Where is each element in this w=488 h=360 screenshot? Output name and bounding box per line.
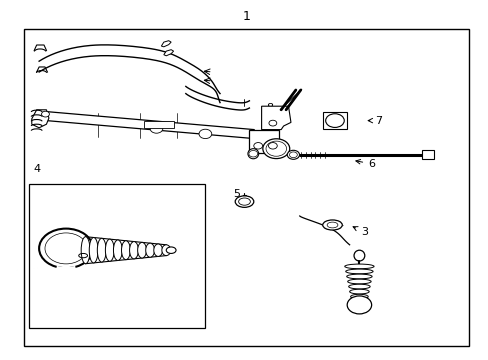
Circle shape (268, 143, 277, 149)
Ellipse shape (265, 141, 286, 156)
Ellipse shape (325, 114, 344, 127)
Ellipse shape (89, 238, 98, 263)
Ellipse shape (263, 139, 289, 159)
Ellipse shape (247, 149, 258, 159)
Circle shape (248, 150, 257, 157)
Text: 7: 7 (367, 116, 382, 126)
Ellipse shape (153, 244, 162, 256)
Circle shape (346, 296, 371, 314)
Text: 6: 6 (355, 159, 374, 169)
Bar (24, 29, 468, 346)
Circle shape (253, 143, 262, 149)
Ellipse shape (346, 274, 371, 279)
Polygon shape (322, 112, 346, 129)
Ellipse shape (145, 243, 154, 257)
Text: 8: 8 (266, 103, 273, 113)
Circle shape (199, 129, 211, 139)
Text: 3: 3 (352, 227, 367, 237)
Text: 1: 1 (243, 10, 250, 23)
Circle shape (268, 120, 276, 126)
Ellipse shape (166, 247, 176, 253)
Bar (249, 130, 278, 153)
Text: 4: 4 (33, 164, 40, 174)
Ellipse shape (129, 242, 138, 259)
Circle shape (289, 152, 297, 158)
Ellipse shape (113, 240, 122, 261)
Polygon shape (261, 106, 290, 130)
Circle shape (41, 111, 49, 117)
Ellipse shape (344, 264, 373, 269)
Bar (144, 121, 173, 128)
Ellipse shape (348, 284, 369, 289)
Ellipse shape (349, 289, 368, 294)
Bar (421, 150, 433, 159)
Ellipse shape (121, 241, 130, 260)
Polygon shape (163, 50, 173, 56)
Ellipse shape (322, 220, 342, 230)
Bar (29, 184, 205, 328)
Ellipse shape (351, 300, 366, 304)
Text: 2: 2 (354, 266, 367, 280)
Ellipse shape (287, 150, 299, 159)
Ellipse shape (81, 237, 90, 264)
Ellipse shape (238, 198, 250, 205)
Ellipse shape (345, 269, 372, 274)
Circle shape (150, 124, 163, 133)
Polygon shape (46, 112, 254, 139)
Ellipse shape (350, 294, 367, 299)
Ellipse shape (326, 222, 337, 228)
Ellipse shape (162, 245, 170, 256)
Ellipse shape (353, 250, 364, 261)
Polygon shape (32, 110, 49, 128)
Ellipse shape (137, 242, 146, 258)
Ellipse shape (347, 279, 370, 284)
Ellipse shape (235, 196, 253, 207)
Ellipse shape (105, 239, 114, 261)
Ellipse shape (97, 238, 106, 262)
Polygon shape (161, 41, 171, 47)
Text: 5: 5 (233, 189, 240, 199)
